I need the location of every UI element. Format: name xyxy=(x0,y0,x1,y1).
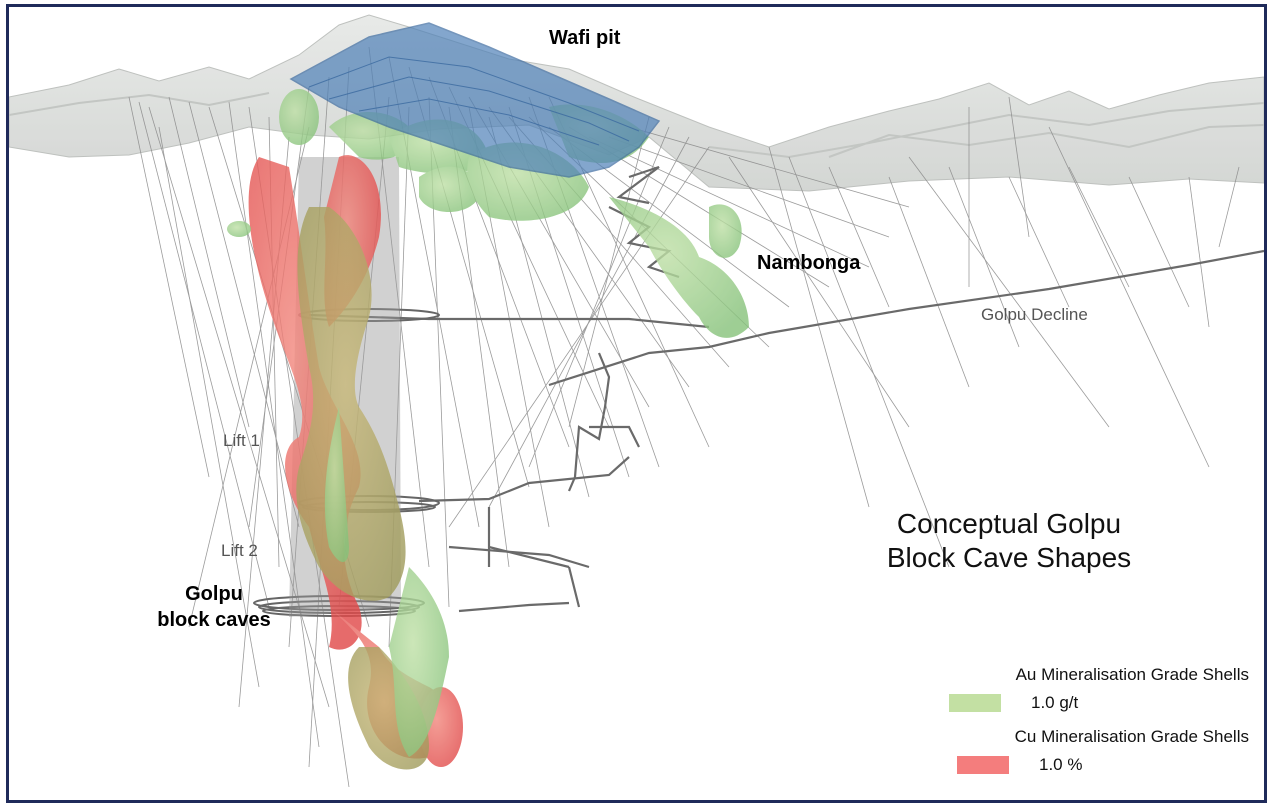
legend-au-heading: Au Mineralisation Grade Shells xyxy=(1015,665,1249,684)
label-wafi-pit: Wafi pit xyxy=(549,27,621,49)
label-lift-1: Lift 1 xyxy=(223,431,260,450)
legend-cu-heading: Cu Mineralisation Grade Shells xyxy=(1014,727,1249,746)
legend-au-row: 1.0 g/t xyxy=(949,693,1249,713)
legend-au-swatch xyxy=(949,694,1001,712)
pit-benches xyxy=(308,56,640,146)
legend-cu-row: 1.0 % xyxy=(957,755,1249,775)
label-golpu-line2: block caves xyxy=(157,609,271,631)
mine-diagram xyxy=(9,14,1264,788)
legend-cu-swatch xyxy=(957,756,1009,774)
label-nambonga: Nambonga xyxy=(757,252,861,274)
label-lift-2: Lift 2 xyxy=(221,541,258,560)
label-golpu-decline: Golpu Decline xyxy=(981,305,1088,324)
legend-au-value: 1.0 g/t xyxy=(1031,693,1079,712)
legend: Au Mineralisation Grade Shells 1.0 g/t C… xyxy=(949,665,1249,789)
wafi-pit xyxy=(289,22,661,178)
legend-cu-value: 1.0 % xyxy=(1039,755,1083,774)
diagram-title: Conceptual Golpu Block Cave Shapes xyxy=(839,507,1179,575)
terrain-ridges xyxy=(9,92,1264,159)
title-line1: Conceptual Golpu xyxy=(896,508,1122,539)
label-golpu-line1: Golpu xyxy=(185,583,243,605)
label-golpu-block-caves: Golpu block caves xyxy=(149,581,279,633)
figure-frame: Wafi pit Nambonga Golpu Decline Lift 1 L… xyxy=(6,4,1267,803)
title-line2: Block Cave Shapes xyxy=(886,542,1132,573)
